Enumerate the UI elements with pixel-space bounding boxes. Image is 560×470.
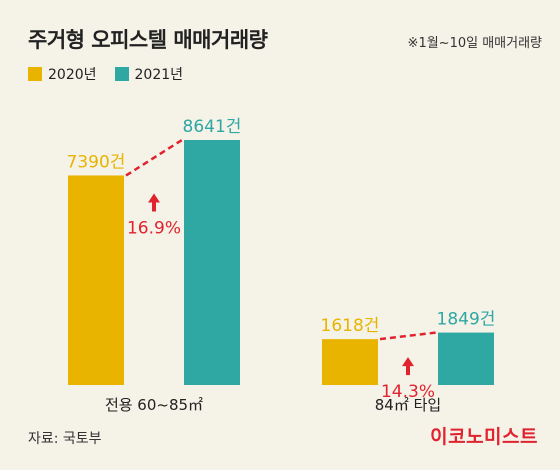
source-text: 자료: 국토부	[28, 431, 102, 447]
bar-2021년-1	[438, 332, 494, 385]
bar-value-label: 7390건	[67, 152, 126, 172]
trend-dashed-line	[125, 138, 183, 177]
legend-swatch-2020	[28, 67, 42, 81]
up-arrow-icon	[402, 357, 414, 376]
chart-title: 주거형 오피스텔 매매거래량	[28, 28, 268, 52]
bar-value-label: 8641건	[183, 117, 242, 137]
period-note: ※1월~10일 매매거래량	[407, 36, 542, 51]
brand-logo: 이코노미스트	[430, 426, 538, 448]
change-percent-label: 16.9%	[127, 218, 181, 238]
bar-2020년-1	[322, 339, 378, 385]
category-label: 84㎡ 타입	[375, 396, 441, 414]
legend: 2020년 2021년	[28, 64, 201, 84]
bar-value-label: 1618건	[321, 316, 380, 336]
trend-dashed-line	[379, 331, 437, 341]
legend-item-2020: 2020년	[28, 64, 97, 84]
bar-2021년-0	[184, 140, 240, 385]
legend-label-2020: 2020년	[48, 67, 97, 83]
bar-value-label: 1849건	[437, 310, 496, 330]
change-percent-label: 14.3%	[381, 382, 435, 402]
category-label: 전용 60~85㎡	[105, 396, 203, 414]
bar-2020년-0	[68, 175, 124, 385]
legend-label-2021: 2021년	[134, 67, 184, 83]
up-arrow-icon	[148, 193, 160, 212]
legend-swatch-2021	[114, 67, 129, 81]
legend-item-2021: 2021년	[114, 64, 184, 84]
